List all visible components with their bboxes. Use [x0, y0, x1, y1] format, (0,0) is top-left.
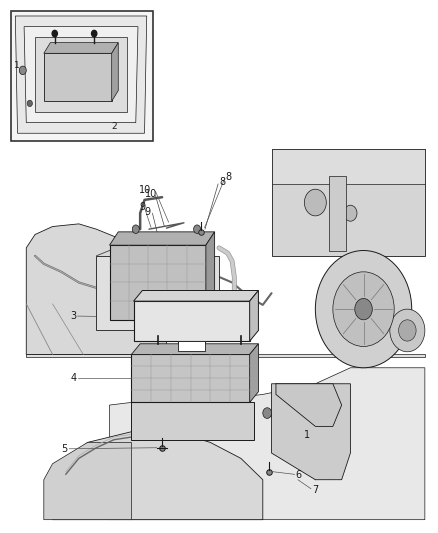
- Text: 10: 10: [139, 185, 152, 195]
- Polygon shape: [272, 149, 425, 256]
- Polygon shape: [26, 224, 166, 354]
- Polygon shape: [276, 384, 342, 426]
- Polygon shape: [131, 344, 258, 354]
- Circle shape: [194, 225, 201, 233]
- Text: 6: 6: [296, 471, 302, 480]
- Circle shape: [132, 225, 139, 233]
- Polygon shape: [250, 290, 258, 341]
- Polygon shape: [134, 290, 258, 301]
- Polygon shape: [15, 16, 147, 133]
- Circle shape: [390, 309, 425, 352]
- Text: 9: 9: [139, 202, 145, 212]
- Circle shape: [52, 30, 57, 37]
- Circle shape: [19, 66, 26, 75]
- Circle shape: [355, 298, 372, 320]
- Polygon shape: [112, 43, 118, 101]
- Circle shape: [315, 251, 412, 368]
- Bar: [44, 53, 112, 101]
- Bar: [11, 11, 153, 141]
- Polygon shape: [26, 354, 425, 357]
- Polygon shape: [53, 432, 263, 520]
- Circle shape: [27, 100, 32, 107]
- Polygon shape: [272, 384, 350, 480]
- Text: 9: 9: [145, 207, 151, 217]
- Polygon shape: [96, 256, 219, 330]
- Text: 10: 10: [145, 189, 157, 199]
- Polygon shape: [250, 344, 258, 402]
- Circle shape: [344, 205, 357, 221]
- Text: 2: 2: [111, 122, 117, 131]
- Text: 8: 8: [219, 177, 225, 187]
- Polygon shape: [110, 368, 425, 520]
- Bar: [131, 354, 250, 402]
- Bar: [328, 176, 346, 251]
- Text: 1: 1: [14, 61, 20, 69]
- Bar: [178, 341, 205, 351]
- Text: 1: 1: [304, 431, 311, 440]
- Text: 3: 3: [71, 311, 77, 321]
- Polygon shape: [110, 232, 215, 245]
- Circle shape: [333, 272, 394, 346]
- Polygon shape: [272, 149, 425, 184]
- Circle shape: [263, 408, 272, 418]
- Bar: [110, 245, 206, 320]
- Polygon shape: [206, 232, 215, 320]
- Circle shape: [399, 320, 416, 341]
- Polygon shape: [44, 442, 131, 520]
- Text: 8: 8: [226, 172, 232, 182]
- Circle shape: [92, 30, 97, 37]
- Polygon shape: [24, 27, 138, 123]
- Polygon shape: [131, 402, 254, 440]
- Text: 5: 5: [62, 444, 68, 454]
- Text: 7: 7: [312, 486, 318, 495]
- Polygon shape: [35, 37, 127, 112]
- Text: 4: 4: [71, 374, 77, 383]
- Circle shape: [304, 189, 326, 216]
- Polygon shape: [134, 301, 250, 341]
- Polygon shape: [44, 43, 118, 53]
